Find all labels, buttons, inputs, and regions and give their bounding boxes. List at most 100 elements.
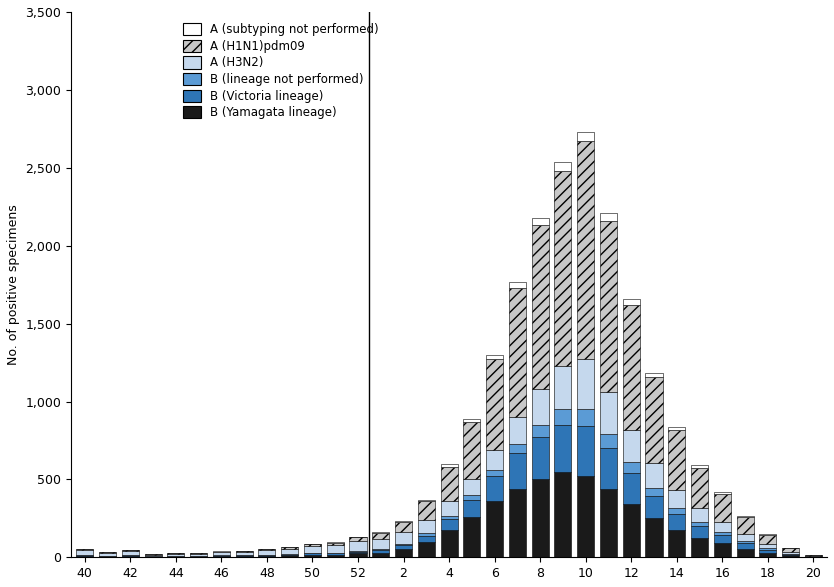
Bar bbox=[600, 489, 617, 557]
Bar bbox=[782, 555, 799, 557]
Bar bbox=[395, 545, 412, 549]
Bar bbox=[122, 551, 138, 555]
Bar bbox=[509, 444, 526, 453]
Bar bbox=[736, 541, 754, 544]
Bar bbox=[99, 556, 116, 557]
Bar bbox=[304, 554, 321, 555]
Bar bbox=[236, 552, 253, 555]
Bar bbox=[281, 549, 299, 554]
Bar bbox=[464, 495, 480, 500]
Bar bbox=[531, 218, 549, 225]
Bar bbox=[509, 417, 526, 444]
Bar bbox=[646, 373, 662, 377]
Bar bbox=[236, 555, 253, 556]
Bar bbox=[759, 552, 776, 557]
Bar bbox=[714, 522, 731, 532]
Bar bbox=[486, 359, 503, 450]
Bar bbox=[646, 488, 662, 496]
Bar bbox=[418, 500, 435, 501]
Bar bbox=[623, 299, 640, 305]
Bar bbox=[577, 359, 595, 409]
Bar bbox=[577, 141, 595, 359]
Bar bbox=[99, 552, 116, 556]
Bar bbox=[577, 476, 595, 557]
Bar bbox=[464, 517, 480, 557]
Bar bbox=[691, 538, 708, 557]
Bar bbox=[259, 551, 275, 555]
Bar bbox=[600, 434, 617, 448]
Bar bbox=[168, 556, 184, 557]
Bar bbox=[190, 556, 207, 557]
Bar bbox=[122, 555, 138, 556]
Bar bbox=[782, 548, 799, 552]
Bar bbox=[349, 554, 366, 557]
Bar bbox=[555, 409, 571, 425]
Bar bbox=[349, 552, 366, 554]
Bar bbox=[327, 545, 344, 552]
Bar bbox=[440, 467, 458, 501]
Bar bbox=[418, 501, 435, 520]
Bar bbox=[600, 448, 617, 489]
Bar bbox=[600, 213, 617, 221]
Bar bbox=[327, 552, 344, 554]
Bar bbox=[259, 556, 275, 557]
Bar bbox=[577, 426, 595, 476]
Bar bbox=[759, 548, 776, 549]
Bar bbox=[668, 490, 686, 508]
Bar bbox=[759, 535, 776, 544]
Bar bbox=[531, 225, 549, 389]
Bar bbox=[372, 532, 389, 533]
Bar bbox=[691, 508, 708, 522]
Bar bbox=[668, 427, 686, 430]
Bar bbox=[372, 551, 389, 552]
Bar bbox=[646, 496, 662, 518]
Bar bbox=[736, 516, 754, 517]
Bar bbox=[646, 518, 662, 557]
Bar bbox=[76, 550, 93, 555]
Bar bbox=[418, 520, 435, 533]
Bar bbox=[464, 422, 480, 480]
Bar bbox=[281, 547, 299, 549]
Bar bbox=[623, 473, 640, 504]
Bar bbox=[691, 465, 708, 468]
Bar bbox=[531, 425, 549, 437]
Bar bbox=[691, 526, 708, 538]
Bar bbox=[395, 532, 412, 544]
Bar bbox=[577, 132, 595, 141]
Bar bbox=[486, 501, 503, 557]
Bar bbox=[440, 519, 458, 530]
Bar bbox=[259, 549, 275, 551]
Bar bbox=[304, 546, 321, 552]
Bar bbox=[440, 516, 458, 519]
Bar bbox=[646, 463, 662, 488]
Bar bbox=[509, 282, 526, 288]
Bar bbox=[736, 549, 754, 557]
Bar bbox=[531, 437, 549, 480]
Bar bbox=[349, 551, 366, 552]
Bar bbox=[600, 392, 617, 434]
Bar bbox=[76, 555, 93, 556]
Bar bbox=[509, 288, 526, 417]
Bar bbox=[555, 163, 571, 171]
Bar bbox=[759, 534, 776, 535]
Bar bbox=[213, 552, 230, 555]
Bar bbox=[509, 453, 526, 489]
Bar bbox=[464, 500, 480, 517]
Bar bbox=[236, 551, 253, 552]
Bar bbox=[736, 534, 754, 541]
Bar bbox=[349, 537, 366, 541]
Bar bbox=[668, 514, 686, 530]
Bar bbox=[440, 501, 458, 516]
Bar bbox=[577, 409, 595, 426]
Bar bbox=[486, 476, 503, 501]
Bar bbox=[623, 504, 640, 557]
Bar bbox=[531, 480, 549, 557]
Bar bbox=[486, 355, 503, 359]
Bar bbox=[213, 556, 230, 557]
Bar bbox=[691, 468, 708, 508]
Bar bbox=[714, 544, 731, 557]
Bar bbox=[623, 463, 640, 473]
Bar bbox=[691, 522, 708, 526]
Bar bbox=[395, 521, 412, 522]
Bar bbox=[646, 377, 662, 463]
